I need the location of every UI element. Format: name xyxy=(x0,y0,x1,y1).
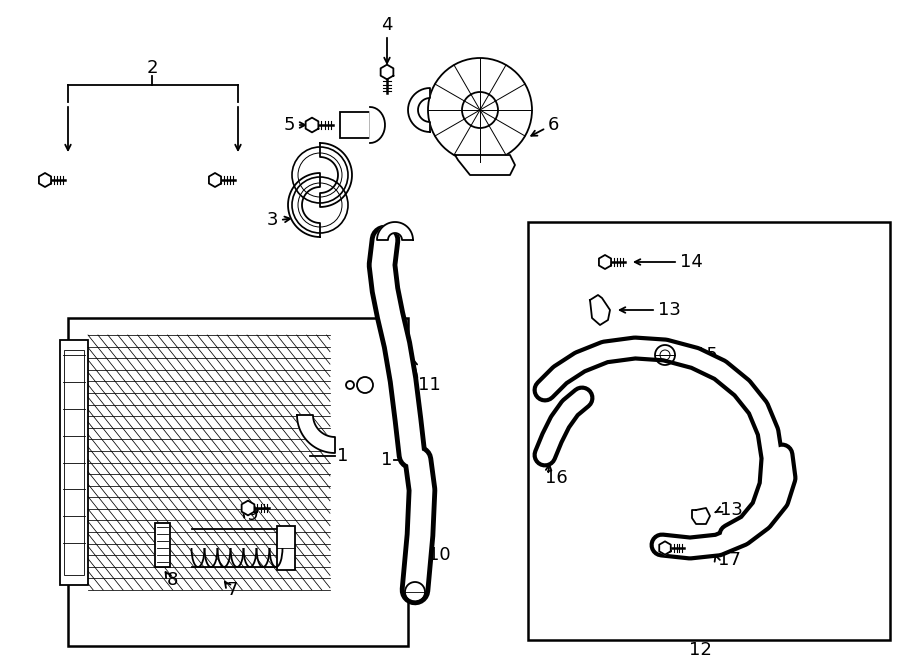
Polygon shape xyxy=(39,173,51,187)
Polygon shape xyxy=(377,222,413,240)
Polygon shape xyxy=(590,295,610,325)
Polygon shape xyxy=(408,88,430,132)
Polygon shape xyxy=(209,173,221,187)
Text: 14: 14 xyxy=(698,539,721,557)
Text: 5: 5 xyxy=(284,116,295,134)
Polygon shape xyxy=(659,541,670,555)
Polygon shape xyxy=(370,107,385,143)
Polygon shape xyxy=(306,118,319,132)
Polygon shape xyxy=(297,415,335,453)
Text: 12: 12 xyxy=(688,641,711,659)
Text: 3: 3 xyxy=(266,211,278,229)
Text: 14: 14 xyxy=(680,253,703,271)
Text: 9: 9 xyxy=(247,506,258,524)
Polygon shape xyxy=(455,155,515,175)
Text: 8: 8 xyxy=(167,571,178,589)
Bar xyxy=(340,112,370,138)
Text: 7: 7 xyxy=(227,581,239,599)
Text: 1: 1 xyxy=(381,451,392,469)
Text: 13: 13 xyxy=(658,301,681,319)
Text: 6: 6 xyxy=(548,116,560,134)
Text: 10: 10 xyxy=(428,546,451,564)
Polygon shape xyxy=(288,173,320,237)
Text: 13: 13 xyxy=(720,501,742,519)
Text: 11: 11 xyxy=(418,376,441,394)
Bar xyxy=(528,222,890,640)
Polygon shape xyxy=(692,508,710,524)
Polygon shape xyxy=(320,143,352,207)
Polygon shape xyxy=(381,65,393,79)
Bar xyxy=(60,340,88,585)
Bar xyxy=(68,318,408,646)
Text: 2: 2 xyxy=(146,59,158,77)
Bar xyxy=(64,350,84,575)
Text: 17: 17 xyxy=(718,551,741,569)
Polygon shape xyxy=(598,255,611,269)
Text: 4: 4 xyxy=(382,16,392,34)
Bar xyxy=(277,526,295,570)
Text: 15: 15 xyxy=(695,346,718,364)
Text: 1: 1 xyxy=(337,447,348,465)
Polygon shape xyxy=(241,500,255,516)
Bar xyxy=(155,523,170,567)
Text: 16: 16 xyxy=(545,469,568,487)
